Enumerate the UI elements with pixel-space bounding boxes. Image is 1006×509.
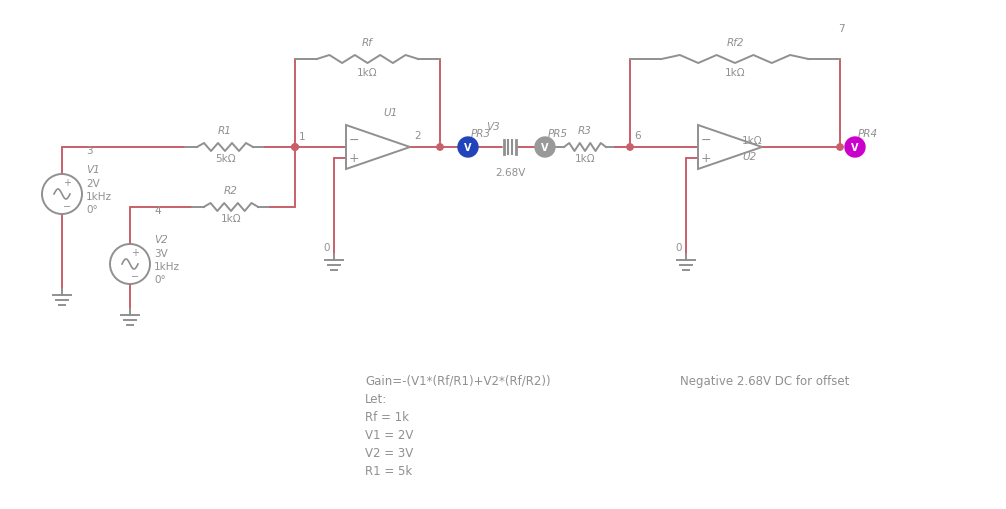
Text: 3: 3: [86, 146, 93, 156]
Text: Let:: Let:: [365, 392, 387, 405]
Text: R1: R1: [218, 126, 232, 136]
Circle shape: [845, 138, 865, 158]
Text: PR4: PR4: [858, 129, 878, 139]
Text: −: −: [349, 133, 359, 146]
Text: Gain=-(V1*(Rf/R1)+V2*(Rf/R2)): Gain=-(V1*(Rf/R1)+V2*(Rf/R2)): [365, 374, 550, 387]
Text: 5kΩ: 5kΩ: [214, 154, 235, 164]
Text: 1kHz: 1kHz: [154, 262, 180, 271]
Text: 2V: 2V: [86, 179, 100, 189]
Text: 0: 0: [675, 242, 682, 252]
Text: R2: R2: [224, 186, 238, 195]
Text: 1kHz: 1kHz: [86, 191, 112, 202]
Text: V2 = 3V: V2 = 3V: [365, 446, 413, 459]
Text: R3: R3: [578, 126, 592, 136]
Text: 1: 1: [299, 132, 306, 142]
Text: +: +: [349, 151, 359, 164]
Text: Negative 2.68V DC for offset: Negative 2.68V DC for offset: [680, 374, 849, 387]
Circle shape: [458, 138, 478, 158]
Text: 1kΩ: 1kΩ: [357, 68, 378, 78]
Text: PR3: PR3: [471, 129, 491, 139]
Circle shape: [292, 145, 298, 151]
Text: 6: 6: [634, 131, 641, 140]
Text: 0°: 0°: [86, 205, 98, 215]
Circle shape: [627, 145, 633, 151]
Circle shape: [437, 145, 444, 151]
Circle shape: [535, 138, 555, 158]
Text: 2: 2: [414, 131, 421, 140]
Text: 1kΩ: 1kΩ: [574, 154, 596, 164]
Text: −: −: [131, 271, 139, 281]
Text: V2: V2: [154, 235, 168, 244]
Text: R1 = 5k: R1 = 5k: [365, 464, 412, 477]
Text: V1 = 2V: V1 = 2V: [365, 428, 413, 441]
Text: V: V: [541, 143, 548, 153]
Text: +: +: [63, 178, 71, 188]
Text: 4: 4: [154, 206, 161, 216]
Text: V3: V3: [486, 122, 500, 132]
Text: +: +: [131, 247, 139, 258]
Text: 1kΩ: 1kΩ: [724, 68, 745, 78]
Circle shape: [837, 145, 843, 151]
Text: 3V: 3V: [154, 248, 168, 259]
Text: +: +: [701, 151, 711, 164]
Text: V: V: [851, 143, 859, 153]
Text: −: −: [63, 202, 71, 212]
Text: 0: 0: [324, 242, 330, 252]
Text: 2.68V: 2.68V: [495, 167, 525, 178]
Circle shape: [292, 145, 298, 151]
Text: 1kΩ: 1kΩ: [220, 214, 241, 223]
Text: V1: V1: [86, 165, 100, 175]
Text: U1: U1: [383, 108, 397, 118]
Text: Rf2: Rf2: [726, 38, 743, 48]
Text: Rf: Rf: [362, 38, 373, 48]
Text: 0°: 0°: [154, 274, 166, 285]
Text: V: V: [464, 143, 472, 153]
Text: 1kΩ: 1kΩ: [742, 136, 763, 146]
Text: U2: U2: [742, 152, 757, 162]
Text: PR5: PR5: [548, 129, 568, 139]
Text: 7: 7: [838, 24, 845, 34]
Text: −: −: [701, 133, 711, 146]
Text: Rf = 1k: Rf = 1k: [365, 410, 409, 423]
